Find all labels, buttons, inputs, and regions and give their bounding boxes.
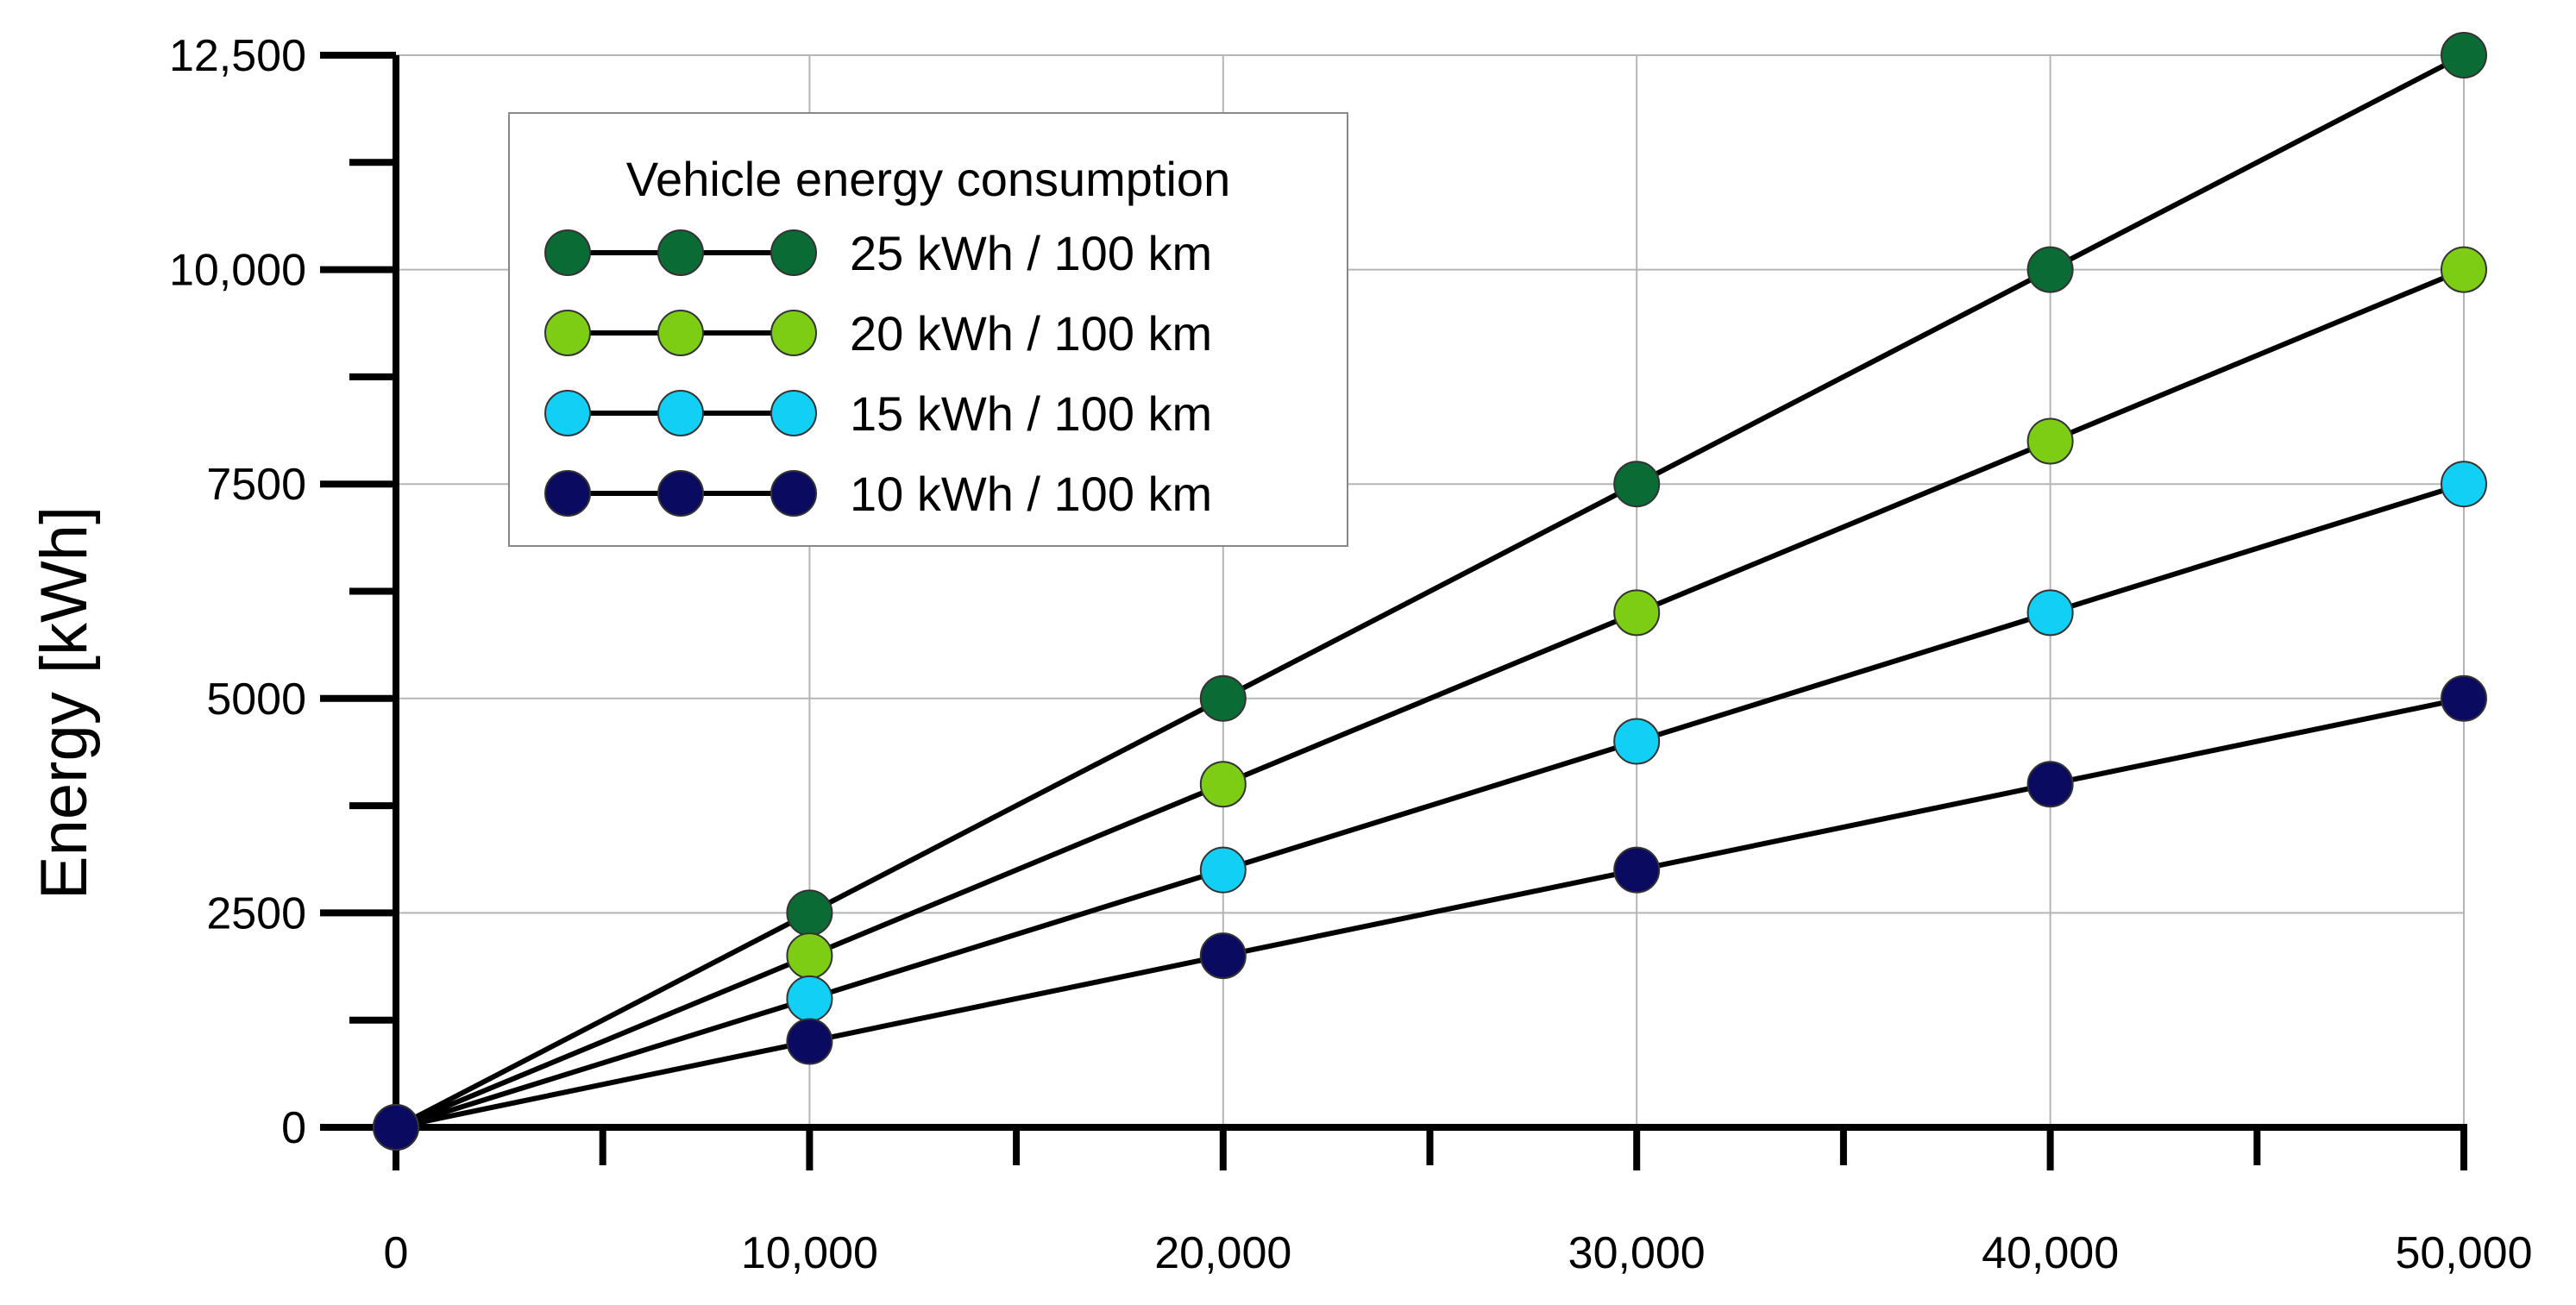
legend-marker [770, 470, 817, 517]
data-point [786, 1018, 833, 1065]
legend-label: 15 kWh / 100 km [850, 386, 1212, 441]
legend: Vehicle energy consumption 25 kWh / 100 … [508, 112, 1348, 547]
legend-label: 25 kWh / 100 km [850, 226, 1212, 280]
legend-marker [770, 310, 817, 356]
x-tick-label: 40,000 [1982, 1228, 2119, 1278]
axes [320, 52, 2467, 1170]
data-point [1613, 718, 1661, 765]
x-tick-label: 20,000 [1154, 1228, 1291, 1278]
data-point [2441, 674, 2487, 722]
legend-marker [544, 470, 591, 517]
data-point [2026, 246, 2074, 293]
x-tick-label: 10,000 [741, 1228, 878, 1278]
x-tick-label: 0 [384, 1228, 409, 1278]
legend-items: 25 kWh / 100 km 20 kWh / 100 km 15 kWh / 1… [544, 226, 1212, 521]
series-group [373, 32, 2487, 1151]
data-point [2026, 761, 2074, 808]
data-point [1199, 846, 1247, 894]
y-tick-label: 0 [281, 1103, 306, 1153]
series-line [395, 695, 2465, 1130]
legend-marker [544, 310, 591, 356]
legend-marker [657, 390, 704, 436]
data-point [1613, 846, 1661, 894]
y-tick-label: 2500 [206, 888, 306, 938]
series-line [394, 53, 2466, 1130]
legend-marker [657, 310, 704, 356]
data-point [786, 889, 833, 937]
legend-label: 20 kWh / 100 km [850, 306, 1212, 361]
data-point [1613, 461, 1661, 508]
data-point [2026, 589, 2074, 637]
x-tick-label: 50,000 [2395, 1228, 2532, 1278]
data-point [2441, 461, 2487, 508]
data-point [786, 975, 833, 1022]
x-tick-label: 30,000 [1568, 1228, 1706, 1278]
data-point [2441, 32, 2487, 78]
data-point [786, 932, 833, 980]
data-point [373, 1104, 419, 1151]
legend-box [508, 112, 1348, 547]
data-point [1199, 932, 1247, 980]
legend-marker [657, 229, 704, 276]
legend-marker [657, 470, 704, 517]
legend-label: 10 kWh / 100 km [850, 467, 1212, 521]
y-tick-label: 10,000 [169, 246, 306, 296]
legend-marker [770, 390, 817, 436]
legend-marker [770, 229, 817, 276]
data-point [2441, 246, 2487, 293]
data-point [1199, 674, 1247, 722]
data-point [2026, 417, 2074, 465]
y-tick-label: 12,500 [169, 31, 306, 81]
y-tick-label: 5000 [206, 674, 306, 725]
y-tick-label: 7500 [206, 460, 306, 510]
legend-marker [544, 390, 591, 436]
series-line [394, 267, 2466, 1130]
y-axis-title: Energy [kWh] [28, 506, 101, 900]
tick-labels: 0 2500 5000 7500 10,000 12,500 0 10,000 20,000 30… [169, 31, 2533, 1278]
legend-title: Vehicle energy consumption [626, 152, 1230, 206]
series-line [395, 481, 2465, 1130]
data-point [1613, 589, 1661, 637]
legend-marker [544, 229, 591, 276]
data-point [1199, 761, 1247, 808]
